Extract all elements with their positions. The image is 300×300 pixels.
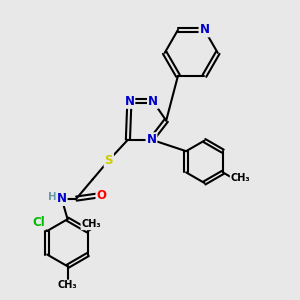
Text: N: N <box>148 95 158 108</box>
Text: O: O <box>96 189 106 202</box>
Text: N: N <box>200 23 209 36</box>
Text: S: S <box>104 154 113 167</box>
Text: Cl: Cl <box>32 216 45 230</box>
Text: N: N <box>146 133 157 146</box>
Text: CH₃: CH₃ <box>81 219 101 229</box>
Text: N: N <box>124 95 134 108</box>
Text: N: N <box>57 192 67 205</box>
Text: CH₃: CH₃ <box>58 280 77 290</box>
Text: H: H <box>49 192 57 202</box>
Text: CH₃: CH₃ <box>231 173 250 183</box>
